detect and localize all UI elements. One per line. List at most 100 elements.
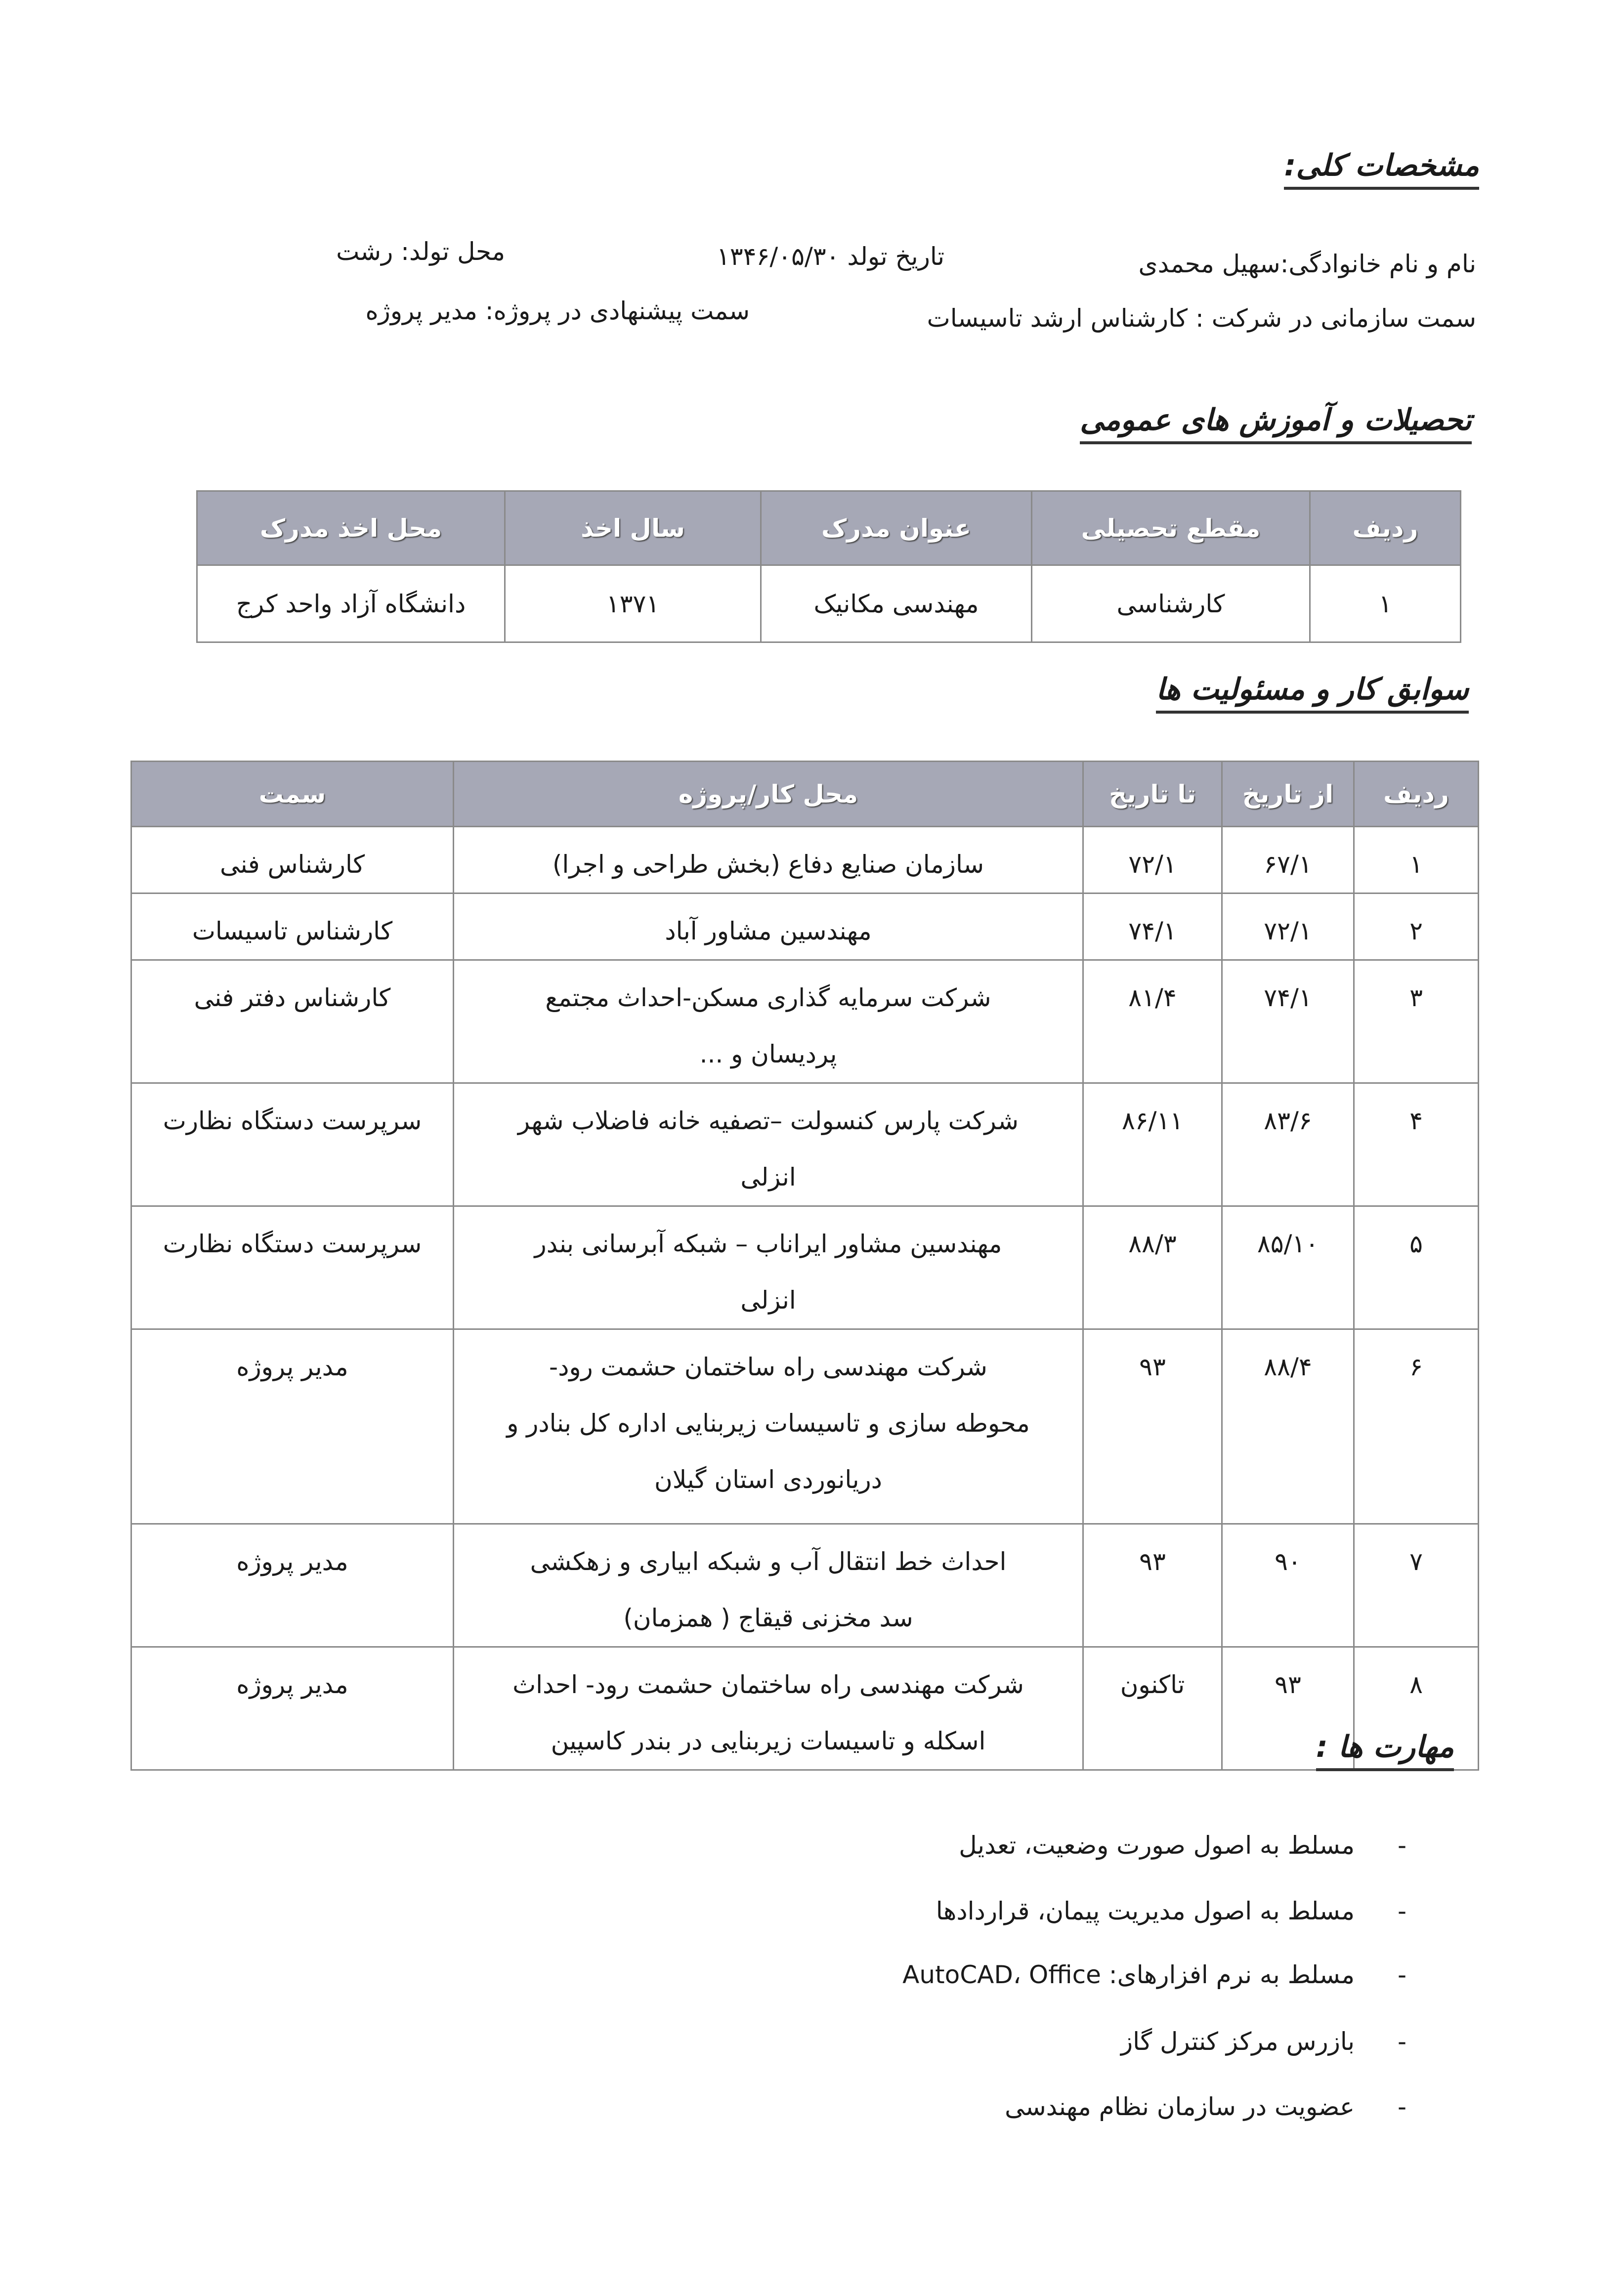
role: کارشناس فنی <box>130 826 454 894</box>
workplace: مهندسین مشاور آباد <box>453 893 1084 961</box>
workplace-line: مهندسین مشاور آباد <box>665 917 872 945</box>
role: سرپرست دستگاه نظارت <box>130 1205 454 1330</box>
skill-item: مسلط به نرم افزارهای: AutoCAD، Office <box>902 1960 1355 1989</box>
bullet-dash-icon: - <box>1397 1831 1406 1860</box>
bullet-dash-icon: - <box>1397 1897 1406 1925</box>
row-number: ۷ <box>1353 1523 1479 1648</box>
org-position: سمت سازمانی در شرکت : کارشناس ارشد تاسیس… <box>927 304 1476 333</box>
table-row: ۳ ۷۴/۱ ۸۱/۴ شرکت سرمایه گذاری مسکن-احداث مج… <box>130 959 1479 1084</box>
full-name: نام و نام خانوادگی:سهیل محمدی <box>1138 250 1476 278</box>
row-number: ۳ <box>1353 959 1479 1084</box>
workplace: سازمان صنایع دفاع (بخش طراحی و اجرا) <box>453 826 1084 894</box>
workplace: شرکت مهندسی راه ساختمان حشمت رود- احداث ا… <box>453 1646 1084 1771</box>
header-to-date: تا تاریخ <box>1082 761 1223 827</box>
table-row: ۲ ۷۲/۱ ۷۴/۱ مهندسین مشاور آباد کارشناس تاسیس… <box>130 893 1479 961</box>
workplace-line: اسکله و تاسیسات زیربنایی در بندر کاسپین <box>551 1727 986 1755</box>
workplace-line: مهندسین مشاور ایراناب – شبکه آبرسانی بند… <box>534 1230 1002 1258</box>
to-date: ۹۳ <box>1082 1523 1223 1648</box>
from-date: ۶۷/۱ <box>1221 826 1355 894</box>
proposed-position: سمت پیشنهادی در پروژه: مدیر پروژه <box>365 297 750 325</box>
workplace: شرکت سرمایه گذاری مسکن-احداث مجتمع پردیسا… <box>453 959 1084 1084</box>
workplace-line: شرکت پارس کنسولت –تصفیه خانه فاضلاب شهر <box>517 1106 1019 1135</box>
header-workplace: محل کار/پروژه <box>453 761 1084 827</box>
row-number: ۸ <box>1353 1646 1479 1771</box>
bullet-dash-icon: - <box>1397 1960 1406 1989</box>
table-row: ۱ کارشناسی مهندسی مکانیک ۱۳۷۱ دانشگاه آز… <box>196 564 1461 643</box>
from-date: ۸۵/۱۰ <box>1221 1205 1355 1330</box>
work-heading: سوابق کار و مسئولیت ها <box>1155 672 1469 714</box>
workplace: شرکت پارس کنسولت –تصفیه خانه فاضلاب شهر ا… <box>453 1082 1084 1207</box>
table-row: ۴ ۸۳/۶ ۸۶/۱۱ شرکت پارس کنسولت –تصفیه خانه ف… <box>130 1082 1479 1207</box>
table-row: ۷ ۹۰ ۹۳ احداث خط انتقال آب و شبکه ابیاری و … <box>130 1523 1479 1648</box>
workplace-line: سازمان صنایع دفاع (بخش طراحی و اجرا) <box>552 850 984 879</box>
general-heading: مشخصات کلی: <box>1284 148 1479 190</box>
workplace-line: انزلی <box>740 1286 796 1315</box>
header-from-date: از تاریخ <box>1221 761 1355 827</box>
row-number: ۴ <box>1353 1082 1479 1207</box>
from-date: ۷۲/۱ <box>1221 893 1355 961</box>
to-date: تاکنون <box>1082 1646 1223 1771</box>
education-heading: تحصیلات و آموزش های عمومی <box>1080 403 1472 444</box>
skill-item: بازرس مرکز کنترل گاز <box>1121 2027 1355 2056</box>
workplace-line: شرکت سرمایه گذاری مسکن-احداث مجتمع <box>545 983 991 1012</box>
birth-place: محل تولد: رشت <box>336 237 505 266</box>
role: مدیر پروژه <box>130 1523 454 1648</box>
role: مدیر پروژه <box>130 1328 454 1525</box>
skill-item: عضویت در سازمان نظام مهندسی <box>1005 2092 1355 2121</box>
workplace-line: دریانوردی استان گیلان <box>654 1465 882 1494</box>
work-table: ردیف از تاریخ تا تاریخ محل کار/پروژه سمت… <box>130 761 1479 1771</box>
row-number: ۱ <box>1353 826 1479 894</box>
workplace-line: شرکت مهندسی راه ساختمان حشمت رود- <box>549 1353 987 1381</box>
table-row: ۸ ۹۳ تاکنون شرکت مهندسی راه ساختمان حشمت رو… <box>130 1646 1479 1771</box>
row-number: ۲ <box>1353 893 1479 961</box>
workplace: مهندسین مشاور ایراناب – شبکه آبرسانی بند… <box>453 1205 1084 1330</box>
role: کارشناس تاسیسات <box>130 893 454 961</box>
header-degree-level: مقطع تحصیلی <box>1031 490 1311 566</box>
workplace-line: احداث خط انتقال آب و شبکه ابیاری و زهکشی <box>530 1547 1007 1576</box>
institution: دانشگاه آزاد واحد کرج <box>196 564 506 643</box>
year: ۱۳۷۱ <box>504 564 762 643</box>
skills-heading: مهارت ها : <box>1316 1730 1454 1771</box>
workplace: شرکت مهندسی راه ساختمان حشمت رود- محوطه س… <box>453 1328 1084 1525</box>
table-row: ۵ ۸۵/۱۰ ۸۸/۳ مهندسین مشاور ایراناب – شبکه آ… <box>130 1205 1479 1330</box>
education-table: ردیف مقطع تحصیلی عنوان مدرک سال اخذ محل … <box>196 490 1461 643</box>
header-role: سمت <box>130 761 454 827</box>
skill-item: مسلط به اصول صورت وضعیت، تعدیل <box>959 1831 1355 1860</box>
workplace-line: پردیسان و ... <box>699 1040 837 1068</box>
table-row: ۶ ۸۸/۴ ۹۳ شرکت مهندسی راه ساختمان حشمت رود-… <box>130 1328 1479 1525</box>
to-date: ۷۴/۱ <box>1082 893 1223 961</box>
from-date: ۹۰ <box>1221 1523 1355 1648</box>
degree-title: مهندسی مکانیک <box>760 564 1032 643</box>
education-header-row: ردیف مقطع تحصیلی عنوان مدرک سال اخذ محل … <box>196 490 1461 566</box>
from-date: ۹۳ <box>1221 1646 1355 1771</box>
workplace-line: شرکت مهندسی راه ساختمان حشمت رود- احداث <box>512 1670 1024 1699</box>
degree-level: کارشناسی <box>1031 564 1311 643</box>
bullet-dash-icon: - <box>1397 2092 1406 2121</box>
to-date: ۷۲/۱ <box>1082 826 1223 894</box>
to-date: ۸۶/۱۱ <box>1082 1082 1223 1207</box>
header-row-number: ردیف <box>1353 761 1479 827</box>
row-number: ۶ <box>1353 1328 1479 1525</box>
bullet-dash-icon: - <box>1397 2027 1406 2056</box>
to-date: ۹۳ <box>1082 1328 1223 1525</box>
row-number: ۵ <box>1353 1205 1479 1330</box>
skill-item: مسلط به اصول مدیریت پیمان، قراردادها <box>936 1897 1355 1925</box>
from-date: ۸۸/۴ <box>1221 1328 1355 1525</box>
workplace-line: محوطه سازی و تاسیسات زیربنایی اداره کل ب… <box>507 1409 1030 1438</box>
workplace-line: انزلی <box>740 1163 796 1191</box>
header-row-number: ردیف <box>1309 490 1461 566</box>
header-institution: محل اخذ مدرک <box>196 490 506 566</box>
header-year: سال اخذ <box>504 490 762 566</box>
to-date: ۸۱/۴ <box>1082 959 1223 1084</box>
from-date: ۸۳/۶ <box>1221 1082 1355 1207</box>
from-date: ۷۴/۱ <box>1221 959 1355 1084</box>
birth-date: تاریخ تولد ۱۳۴۶/۰۵/۳۰ <box>716 242 944 271</box>
workplace: احداث خط انتقال آب و شبکه ابیاری و زهکشی… <box>453 1523 1084 1648</box>
table-row: ۱ ۶۷/۱ ۷۲/۱ سازمان صنایع دفاع (بخش طراحی و … <box>130 826 1479 894</box>
row-number: ۱ <box>1309 564 1461 643</box>
role: مدیر پروژه <box>130 1646 454 1771</box>
to-date: ۸۸/۳ <box>1082 1205 1223 1330</box>
role: کارشناس دفتر فنی <box>130 959 454 1084</box>
role: سرپرست دستگاه نظارت <box>130 1082 454 1207</box>
header-degree-title: عنوان مدرک <box>760 490 1032 566</box>
